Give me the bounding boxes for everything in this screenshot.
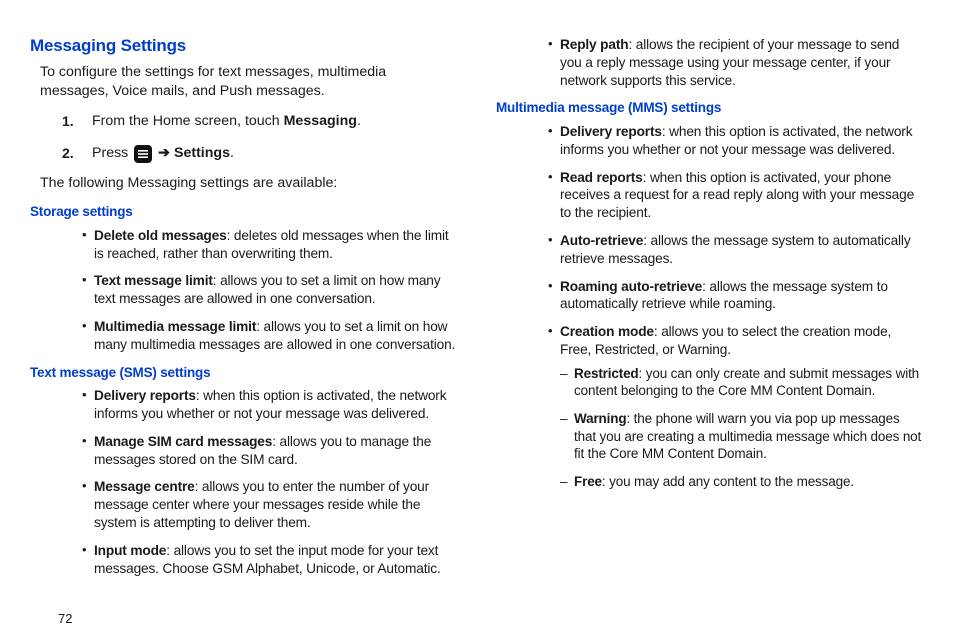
d3-t: : you may add any content to the message… [602,474,854,489]
main-heading: Messaging Settings [30,35,458,57]
storage-item-3: Multimedia message limit: allows you to … [82,318,458,354]
mms-i5-b: Creation mode [560,324,654,339]
sms-list: Delivery reports: when this option is ac… [82,387,458,577]
sms-i1-b: Delivery reports [94,388,196,403]
mms-i4-b: Roaming auto-retrieve [560,279,702,294]
sms-item-2: Manage SIM card messages: allows you to … [82,433,458,469]
left-column: Messaging Settings To configure the sett… [30,30,458,603]
storage-heading: Storage settings [30,203,458,221]
step-1: From the Home screen, touch Messaging. [62,111,458,132]
storage-i3-b: Multimedia message limit [94,319,256,334]
step2-post: . [230,145,234,161]
step1-post: . [357,113,361,129]
sms-i5-b: Reply path [560,37,628,52]
mms-i3-b: Auto-retrieve [560,233,643,248]
d2-t: : the phone will warn you via pop up mes… [574,411,921,461]
intro-text: To configure the settings for text messa… [40,63,458,101]
storage-list: Delete old messages: deletes old message… [82,227,458,354]
creation-restricted: Restricted: you can only create and subm… [560,365,924,400]
step2-arrow: ➔ [154,145,174,161]
storage-item-1: Delete old messages: deletes old message… [82,227,458,263]
step-2: Press ➔ Settings. [62,143,458,164]
step1-bold: Messaging [284,113,357,129]
creation-free: Free: you may add any content to the mes… [560,473,924,491]
menu-icon [134,145,152,163]
mms-heading: Multimedia message (MMS) settings [496,99,924,117]
mms-item-2: Read reports: when this option is activa… [548,169,924,222]
d1-b: Restricted [574,366,639,381]
storage-i1-b: Delete old messages [94,228,227,243]
creation-mode-list: Restricted: you can only create and subm… [560,365,924,490]
storage-item-2: Text message limit: allows you to set a … [82,272,458,308]
mms-item-5: Creation mode: allows you to select the … [548,323,924,490]
mms-i1-b: Delivery reports [560,124,662,139]
step2-pre: Press [92,145,132,161]
mms-item-1: Delivery reports: when this option is ac… [548,123,924,159]
d3-b: Free [574,474,602,489]
mms-i2-b: Read reports [560,170,643,185]
page-number: 72 [58,611,924,626]
content-columns: Messaging Settings To configure the sett… [30,30,924,603]
mms-list: Delivery reports: when this option is ac… [548,123,924,490]
sms-item-1: Delivery reports: when this option is ac… [82,387,458,423]
sms-item-3: Message centre: allows you to enter the … [82,478,458,531]
step2-bold: Settings [174,145,230,161]
after-steps-text: The following Messaging settings are ava… [40,174,458,193]
sms-item-4: Input mode: allows you to set the input … [82,542,458,578]
storage-i2-b: Text message limit [94,273,213,288]
document-page: Messaging Settings To configure the sett… [0,0,954,636]
mms-item-3: Auto-retrieve: allows the message system… [548,232,924,268]
sms-i3-b: Message centre [94,479,195,494]
steps-list: From the Home screen, touch Messaging. P… [62,111,458,164]
sms-list-cont: Reply path: allows the recipient of your… [548,36,924,89]
mms-item-4: Roaming auto-retrieve: allows the messag… [548,278,924,314]
right-column: Reply path: allows the recipient of your… [496,30,924,603]
step1-pre: From the Home screen, touch [92,113,284,129]
sms-i4-b: Input mode [94,543,166,558]
sms-heading: Text message (SMS) settings [30,364,458,382]
sms-i2-b: Manage SIM card messages [94,434,272,449]
sms-item-5: Reply path: allows the recipient of your… [548,36,924,89]
creation-warning: Warning: the phone will warn you via pop… [560,410,924,463]
d2-b: Warning [574,411,626,426]
